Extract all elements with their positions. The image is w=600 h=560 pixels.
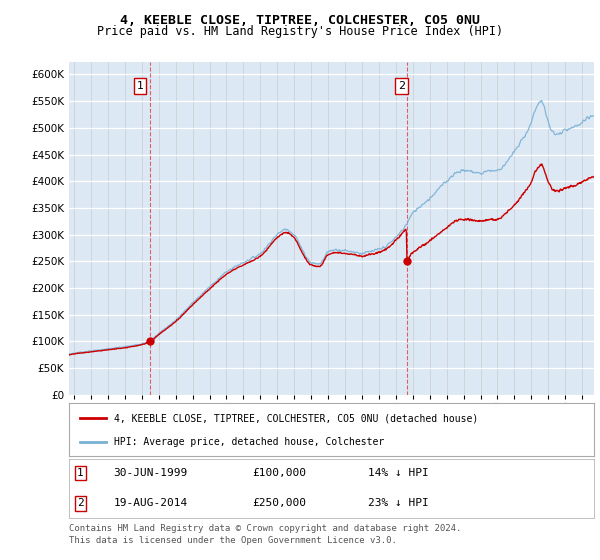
Text: 2: 2 bbox=[398, 81, 405, 91]
Text: 4, KEEBLE CLOSE, TIPTREE, COLCHESTER, CO5 0NU: 4, KEEBLE CLOSE, TIPTREE, COLCHESTER, CO… bbox=[120, 14, 480, 27]
Text: 4, KEEBLE CLOSE, TIPTREE, COLCHESTER, CO5 0NU (detached house): 4, KEEBLE CLOSE, TIPTREE, COLCHESTER, CO… bbox=[113, 413, 478, 423]
Text: 14% ↓ HPI: 14% ↓ HPI bbox=[368, 468, 429, 478]
Text: This data is licensed under the Open Government Licence v3.0.: This data is licensed under the Open Gov… bbox=[69, 536, 397, 545]
Text: 30-JUN-1999: 30-JUN-1999 bbox=[113, 468, 188, 478]
Text: 1: 1 bbox=[137, 81, 143, 91]
Text: 2: 2 bbox=[77, 498, 84, 508]
Text: HPI: Average price, detached house, Colchester: HPI: Average price, detached house, Colc… bbox=[113, 436, 384, 446]
Text: £100,000: £100,000 bbox=[253, 468, 307, 478]
Text: 19-AUG-2014: 19-AUG-2014 bbox=[113, 498, 188, 508]
Text: 23% ↓ HPI: 23% ↓ HPI bbox=[368, 498, 429, 508]
Text: Price paid vs. HM Land Registry's House Price Index (HPI): Price paid vs. HM Land Registry's House … bbox=[97, 25, 503, 38]
Text: Contains HM Land Registry data © Crown copyright and database right 2024.: Contains HM Land Registry data © Crown c… bbox=[69, 524, 461, 533]
Text: 1: 1 bbox=[77, 468, 84, 478]
Text: £250,000: £250,000 bbox=[253, 498, 307, 508]
